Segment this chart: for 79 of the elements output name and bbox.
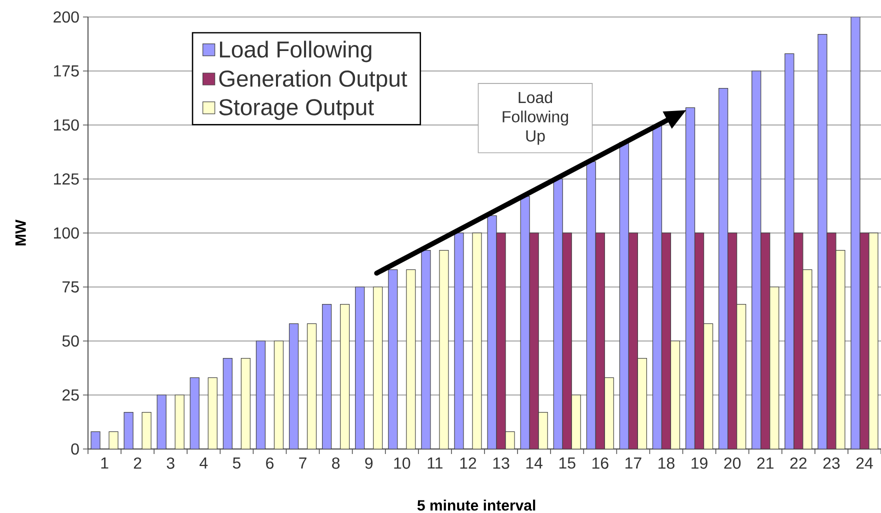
bar xyxy=(685,107,696,449)
y-tick-label: 175 xyxy=(54,65,79,77)
bar xyxy=(256,340,266,449)
y-tick-label: 75 xyxy=(62,281,79,293)
x-tick-label: 4 xyxy=(200,458,208,469)
x-tick-label: 24 xyxy=(856,458,873,469)
bar xyxy=(802,269,812,449)
bar xyxy=(373,286,383,449)
x-tick-label: 6 xyxy=(266,458,274,469)
x-tick-label: 17 xyxy=(626,458,642,469)
bar xyxy=(770,286,780,449)
y-tick-label: 150 xyxy=(54,119,79,131)
x-tick-label: 3 xyxy=(166,458,174,469)
x-tick-label: 13 xyxy=(493,458,510,469)
bar xyxy=(322,304,332,449)
bar xyxy=(670,340,680,449)
legend-label: Storage Output xyxy=(219,99,374,120)
x-tick-label: 1 xyxy=(101,458,108,469)
x-tick-label: 19 xyxy=(692,458,708,469)
bar xyxy=(388,269,398,449)
bar xyxy=(190,377,200,449)
bar xyxy=(406,269,416,449)
bar xyxy=(718,88,728,449)
y-tick-label: 25 xyxy=(62,389,79,401)
x-tick-label: 11 xyxy=(428,458,442,469)
y-tick-label: 100 xyxy=(54,227,79,239)
bar xyxy=(156,394,166,449)
x-tick-label: 23 xyxy=(823,458,840,469)
x-axis-title: 5 minute interval xyxy=(417,500,536,511)
bar xyxy=(208,377,218,449)
bar xyxy=(736,304,746,449)
x-tick-label: 16 xyxy=(592,458,608,469)
bar xyxy=(604,377,614,449)
bar xyxy=(340,304,350,449)
x-tick-label: 10 xyxy=(394,458,410,469)
bar xyxy=(703,323,714,449)
bar xyxy=(222,358,232,449)
bar xyxy=(652,124,662,449)
bar xyxy=(694,232,704,449)
annotation: Load Following Up xyxy=(502,91,568,145)
bar xyxy=(274,340,284,449)
legend-label: Load Following xyxy=(220,40,372,62)
bar xyxy=(728,232,738,449)
x-tick-label: 22 xyxy=(790,458,806,469)
x-tick-label: 8 xyxy=(332,458,340,469)
bar xyxy=(306,323,317,449)
bar xyxy=(288,323,299,449)
bar xyxy=(619,142,629,449)
y-tick-label: 50 xyxy=(62,335,79,347)
bar xyxy=(760,232,770,449)
x-tick-label: 12 xyxy=(460,458,476,469)
legend-label: Generation Output xyxy=(219,70,408,92)
bar xyxy=(562,232,572,449)
bar xyxy=(784,53,794,449)
bar xyxy=(571,394,581,449)
bar xyxy=(637,358,647,449)
x-tick-label: 20 xyxy=(724,458,741,469)
bar xyxy=(240,358,250,449)
bar xyxy=(586,161,596,449)
x-tick-label: 5 xyxy=(232,458,240,469)
x-tick-label: 18 xyxy=(658,458,674,469)
bar xyxy=(661,232,672,449)
x-tick-label: 7 xyxy=(299,458,306,469)
x-tick-label: 2 xyxy=(134,458,142,469)
bar xyxy=(553,178,563,449)
bar xyxy=(355,286,365,449)
bar xyxy=(628,232,638,449)
y-tick-label: 125 xyxy=(54,173,79,185)
y-tick-label: 0 xyxy=(71,443,79,455)
bar xyxy=(752,70,762,449)
x-tick-label: 9 xyxy=(365,458,373,469)
y-axis-title: MW xyxy=(15,220,26,246)
bar xyxy=(794,232,804,449)
bar xyxy=(174,394,184,449)
y-tick-label: 200 xyxy=(54,11,79,23)
x-tick-label: 21 xyxy=(757,458,774,469)
x-tick-label: 14 xyxy=(526,458,543,469)
bar xyxy=(595,232,605,449)
x-tick-label: 15 xyxy=(559,458,576,469)
